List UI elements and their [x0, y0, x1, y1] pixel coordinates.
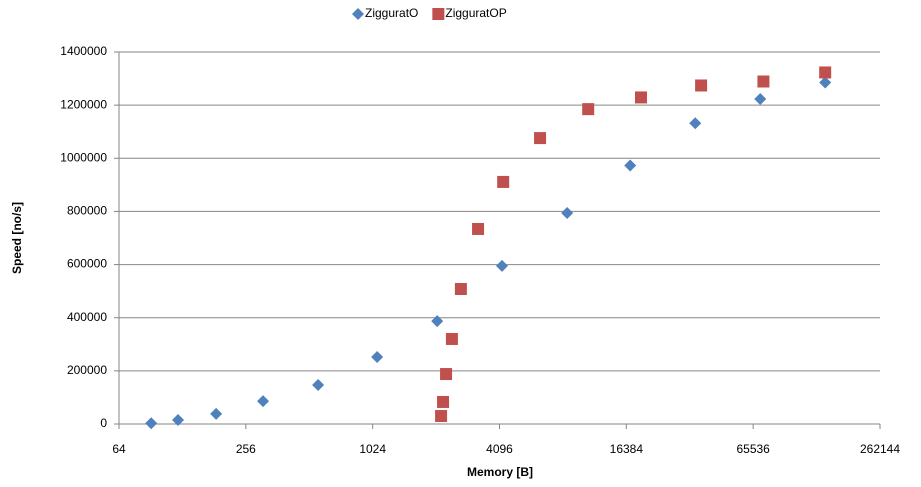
point [695, 79, 708, 92]
point [257, 395, 270, 408]
point [561, 207, 574, 220]
x-tick-label: 64 [112, 442, 126, 456]
y-tick-label: 200000 [67, 363, 107, 377]
x-tick-label: 4096 [486, 442, 513, 456]
point [472, 222, 485, 235]
y-tick-label: 1400000 [60, 44, 107, 58]
legend-marker [432, 8, 445, 20]
point [757, 75, 770, 88]
y-tick-label: 0 [100, 416, 107, 430]
point [431, 315, 444, 328]
point [145, 417, 158, 430]
point [497, 175, 510, 188]
point [496, 259, 509, 272]
point [534, 132, 547, 145]
point [445, 332, 458, 345]
x-tick-label: 65536 [736, 442, 770, 456]
x-axis-title: Memory [B] [467, 465, 533, 479]
y-axis-title: Speed [no/s] [10, 202, 24, 274]
legend-label: ZigguratOP [445, 6, 506, 20]
point [582, 103, 595, 116]
point [819, 66, 832, 79]
y-tick-label: 1000000 [60, 150, 107, 164]
point [819, 76, 832, 89]
point [440, 368, 453, 381]
point [634, 91, 647, 104]
point [437, 395, 450, 408]
x-tick-label: 256 [236, 442, 256, 456]
y-tick-label: 400000 [67, 310, 107, 324]
x-tick-label: 1024 [359, 442, 386, 456]
y-tick-label: 600000 [67, 257, 107, 271]
point [312, 378, 325, 391]
x-tick-label: 16384 [610, 442, 644, 456]
legend-label: ZigguratO [365, 6, 418, 20]
x-tick-label: 262144 [860, 442, 900, 456]
y-tick-label: 800000 [67, 204, 107, 218]
point [210, 407, 223, 420]
point [371, 351, 384, 364]
point [624, 159, 637, 172]
point [172, 414, 185, 427]
y-tick-label: 1200000 [60, 97, 107, 111]
legend-marker [352, 8, 364, 20]
point [754, 93, 767, 106]
point [689, 117, 702, 130]
point [454, 283, 467, 296]
point [435, 410, 448, 423]
